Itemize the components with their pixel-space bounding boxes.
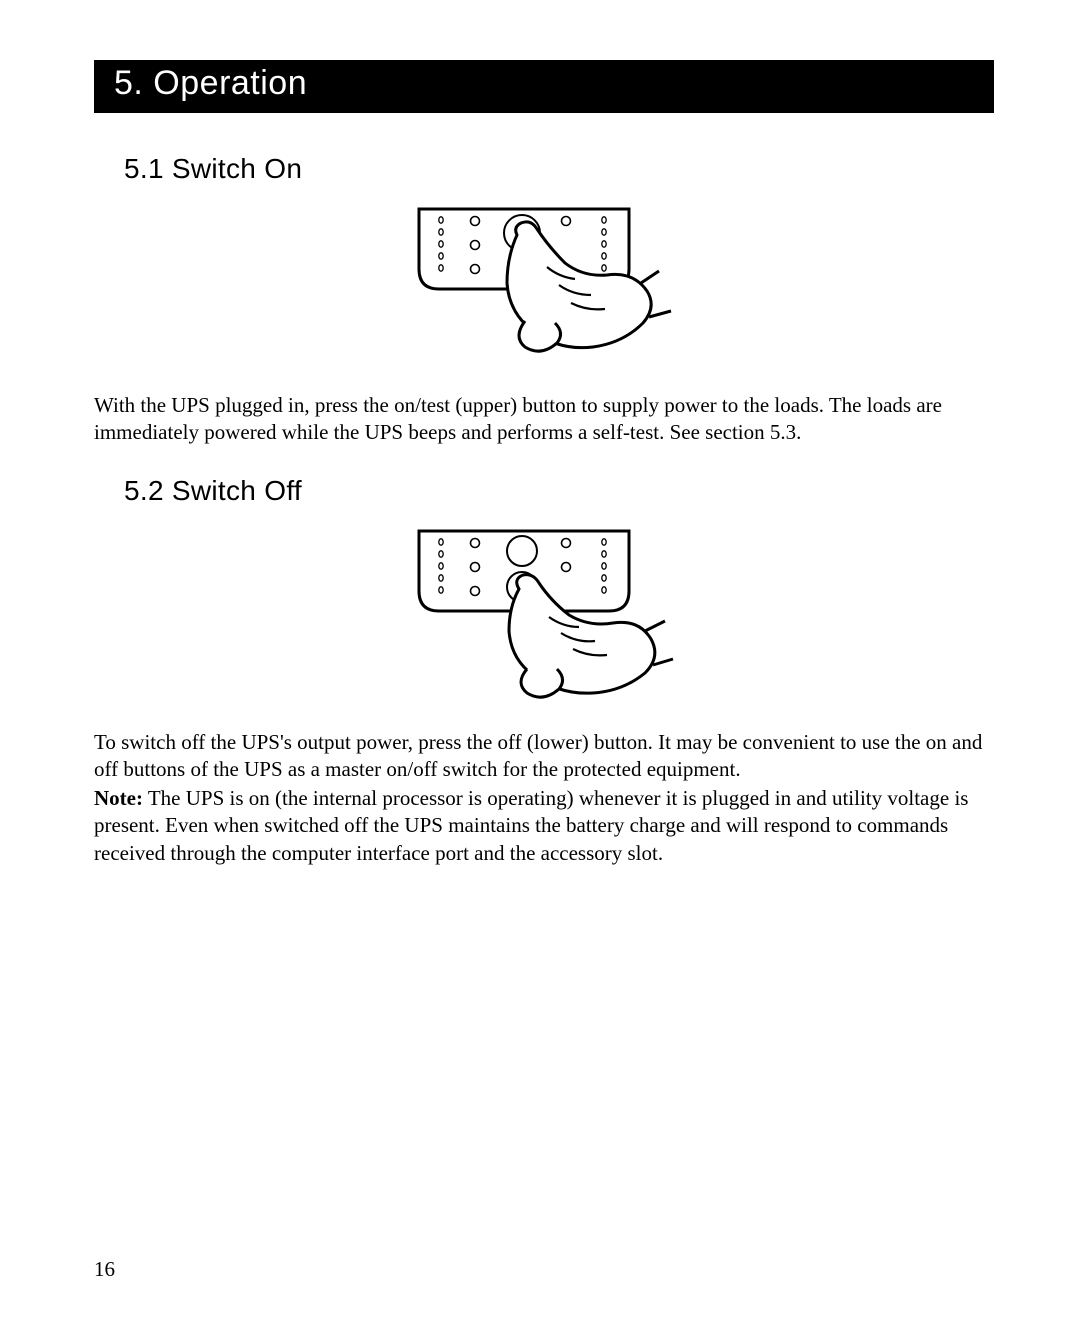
section-heading-5-1: 5.1 Switch On	[124, 153, 994, 185]
note-label: Note:	[94, 786, 143, 810]
figure-switch-off	[94, 527, 994, 707]
chapter-heading: 5. Operation	[94, 60, 994, 113]
section-heading-5-2: 5.2 Switch Off	[124, 475, 994, 507]
paragraph: To switch off the UPS's output power, pr…	[94, 729, 994, 784]
page-number: 16	[94, 1257, 115, 1282]
panel-press-upper-diagram	[409, 205, 679, 365]
page: 5. Operation 5.1 Switch On	[0, 0, 1080, 1334]
paragraph: With the UPS plugged in, press the on/te…	[94, 392, 994, 447]
section-5-1-body: With the UPS plugged in, press the on/te…	[94, 392, 994, 447]
panel-press-lower-diagram	[409, 527, 679, 702]
hand-icon	[507, 222, 671, 351]
note-body: The UPS is on (the internal processor is…	[94, 786, 968, 865]
section-5-2-body: To switch off the UPS's output power, pr…	[94, 729, 994, 867]
figure-switch-on	[94, 205, 994, 370]
hand-icon	[509, 574, 673, 697]
note-paragraph: Note: The UPS is on (the internal proces…	[94, 785, 994, 867]
